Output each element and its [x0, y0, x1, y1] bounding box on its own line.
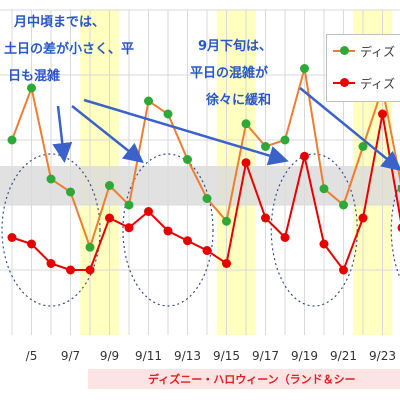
series-1-point [105, 181, 114, 190]
series-1-point [66, 187, 75, 197]
series-2-point [105, 213, 114, 223]
highlight-ellipses [1, 153, 400, 307]
series-1-point [124, 200, 134, 210]
series-2-point [27, 239, 36, 249]
series-2-point [163, 226, 173, 236]
x-tick-label: 9/21 [330, 349, 357, 363]
series-1-point [222, 216, 231, 226]
legend: ディズ ディズ [326, 34, 400, 102]
legend-item-2: ディズ [327, 73, 400, 93]
annotation-line: 9月下旬は、 [198, 39, 273, 54]
series-line-2 [11, 113, 400, 273]
highlight-ellipse [270, 153, 358, 307]
legend-swatch-dot [340, 46, 349, 55]
x-tick-label: 9/19 [291, 349, 318, 363]
series-1-point [358, 142, 368, 151]
highlight-ellipse [1, 153, 101, 307]
x-tick-label: 9/7 [61, 349, 80, 363]
x-axis-ticks: /59/79/99/119/139/159/179/199/219/239/2 [26, 349, 396, 363]
annotation-arrow [52, 105, 73, 163]
x-tick-label: 9/17 [252, 349, 279, 363]
annotation-line: 徐々に緩和 [206, 93, 272, 108]
series-2-point [183, 236, 192, 246]
series-2-point [202, 246, 212, 255]
series-2-point [319, 239, 329, 249]
annotation-arrows [52, 87, 400, 172]
series-2-point [144, 207, 153, 216]
series-line-1 [11, 68, 400, 251]
x-tick-label: 9/11 [135, 349, 162, 363]
annotation-arrow [299, 87, 400, 172]
series-2-point [300, 151, 309, 161]
series-2-point [280, 233, 290, 242]
highlight-ellipse [122, 153, 214, 307]
legend-label: ディズ [360, 77, 396, 91]
x-tick-label: 9/15 [213, 349, 240, 363]
series-2-point [46, 259, 56, 268]
series-2-point [85, 265, 95, 275]
annotation-arrow [83, 98, 289, 166]
series-1-point [163, 109, 173, 119]
series-2-point [241, 158, 251, 168]
series-1-point [397, 184, 400, 193]
x-tick-label: 9/9 [100, 349, 119, 363]
highlight-ellipse [390, 181, 400, 279]
legend-label: ディズ [360, 45, 396, 59]
series-1-point [339, 200, 348, 210]
series-1-point [85, 242, 95, 252]
series-1-point [241, 119, 251, 129]
annotation-line: 平日の混雑が [190, 66, 269, 81]
series-2-point [66, 265, 75, 275]
legend-swatch-dot [340, 78, 349, 87]
series-1-point [7, 135, 17, 145]
series-2-point [378, 109, 387, 119]
series-2-point [339, 265, 348, 275]
series-2-point [124, 223, 134, 233]
x-tick-label: 9/13 [174, 349, 201, 363]
series-1-point [261, 142, 270, 151]
annotation-line: 日も混雑 [8, 69, 61, 84]
footnote-band [88, 369, 400, 389]
annotation-line: 土日の差が小さく、平 [4, 42, 135, 57]
footnote: ディズニー・ハロウィーン（ランド＆シー [148, 373, 356, 386]
series-2-point [397, 223, 400, 232]
series-1-point [300, 64, 309, 73]
series-2-point [222, 259, 231, 268]
series-1-point [319, 184, 329, 194]
series-1-point [27, 83, 36, 93]
annotation-top-right: 9月下旬は、 平日の混雑が 徐々に緩和 [188, 38, 272, 109]
series-1-point [144, 96, 153, 106]
legend-item-1: ディズ [327, 41, 400, 61]
annotation-arrow [71, 105, 144, 164]
x-tick-label: /5 [26, 349, 38, 363]
annotation-top-left: 月中頃までは、 土日の差が小さく、平 日も混雑 [4, 14, 134, 85]
annotation-line: 月中頃までは、 [14, 15, 106, 30]
x-tick-label: 9/23 [369, 349, 396, 363]
series-2-point [7, 233, 17, 242]
series-1-point [46, 174, 56, 184]
series-1-point [183, 155, 192, 164]
series-1-point [280, 135, 290, 145]
series-1-point [202, 194, 212, 203]
series-2-point [358, 213, 368, 223]
series-2-point [261, 213, 270, 223]
